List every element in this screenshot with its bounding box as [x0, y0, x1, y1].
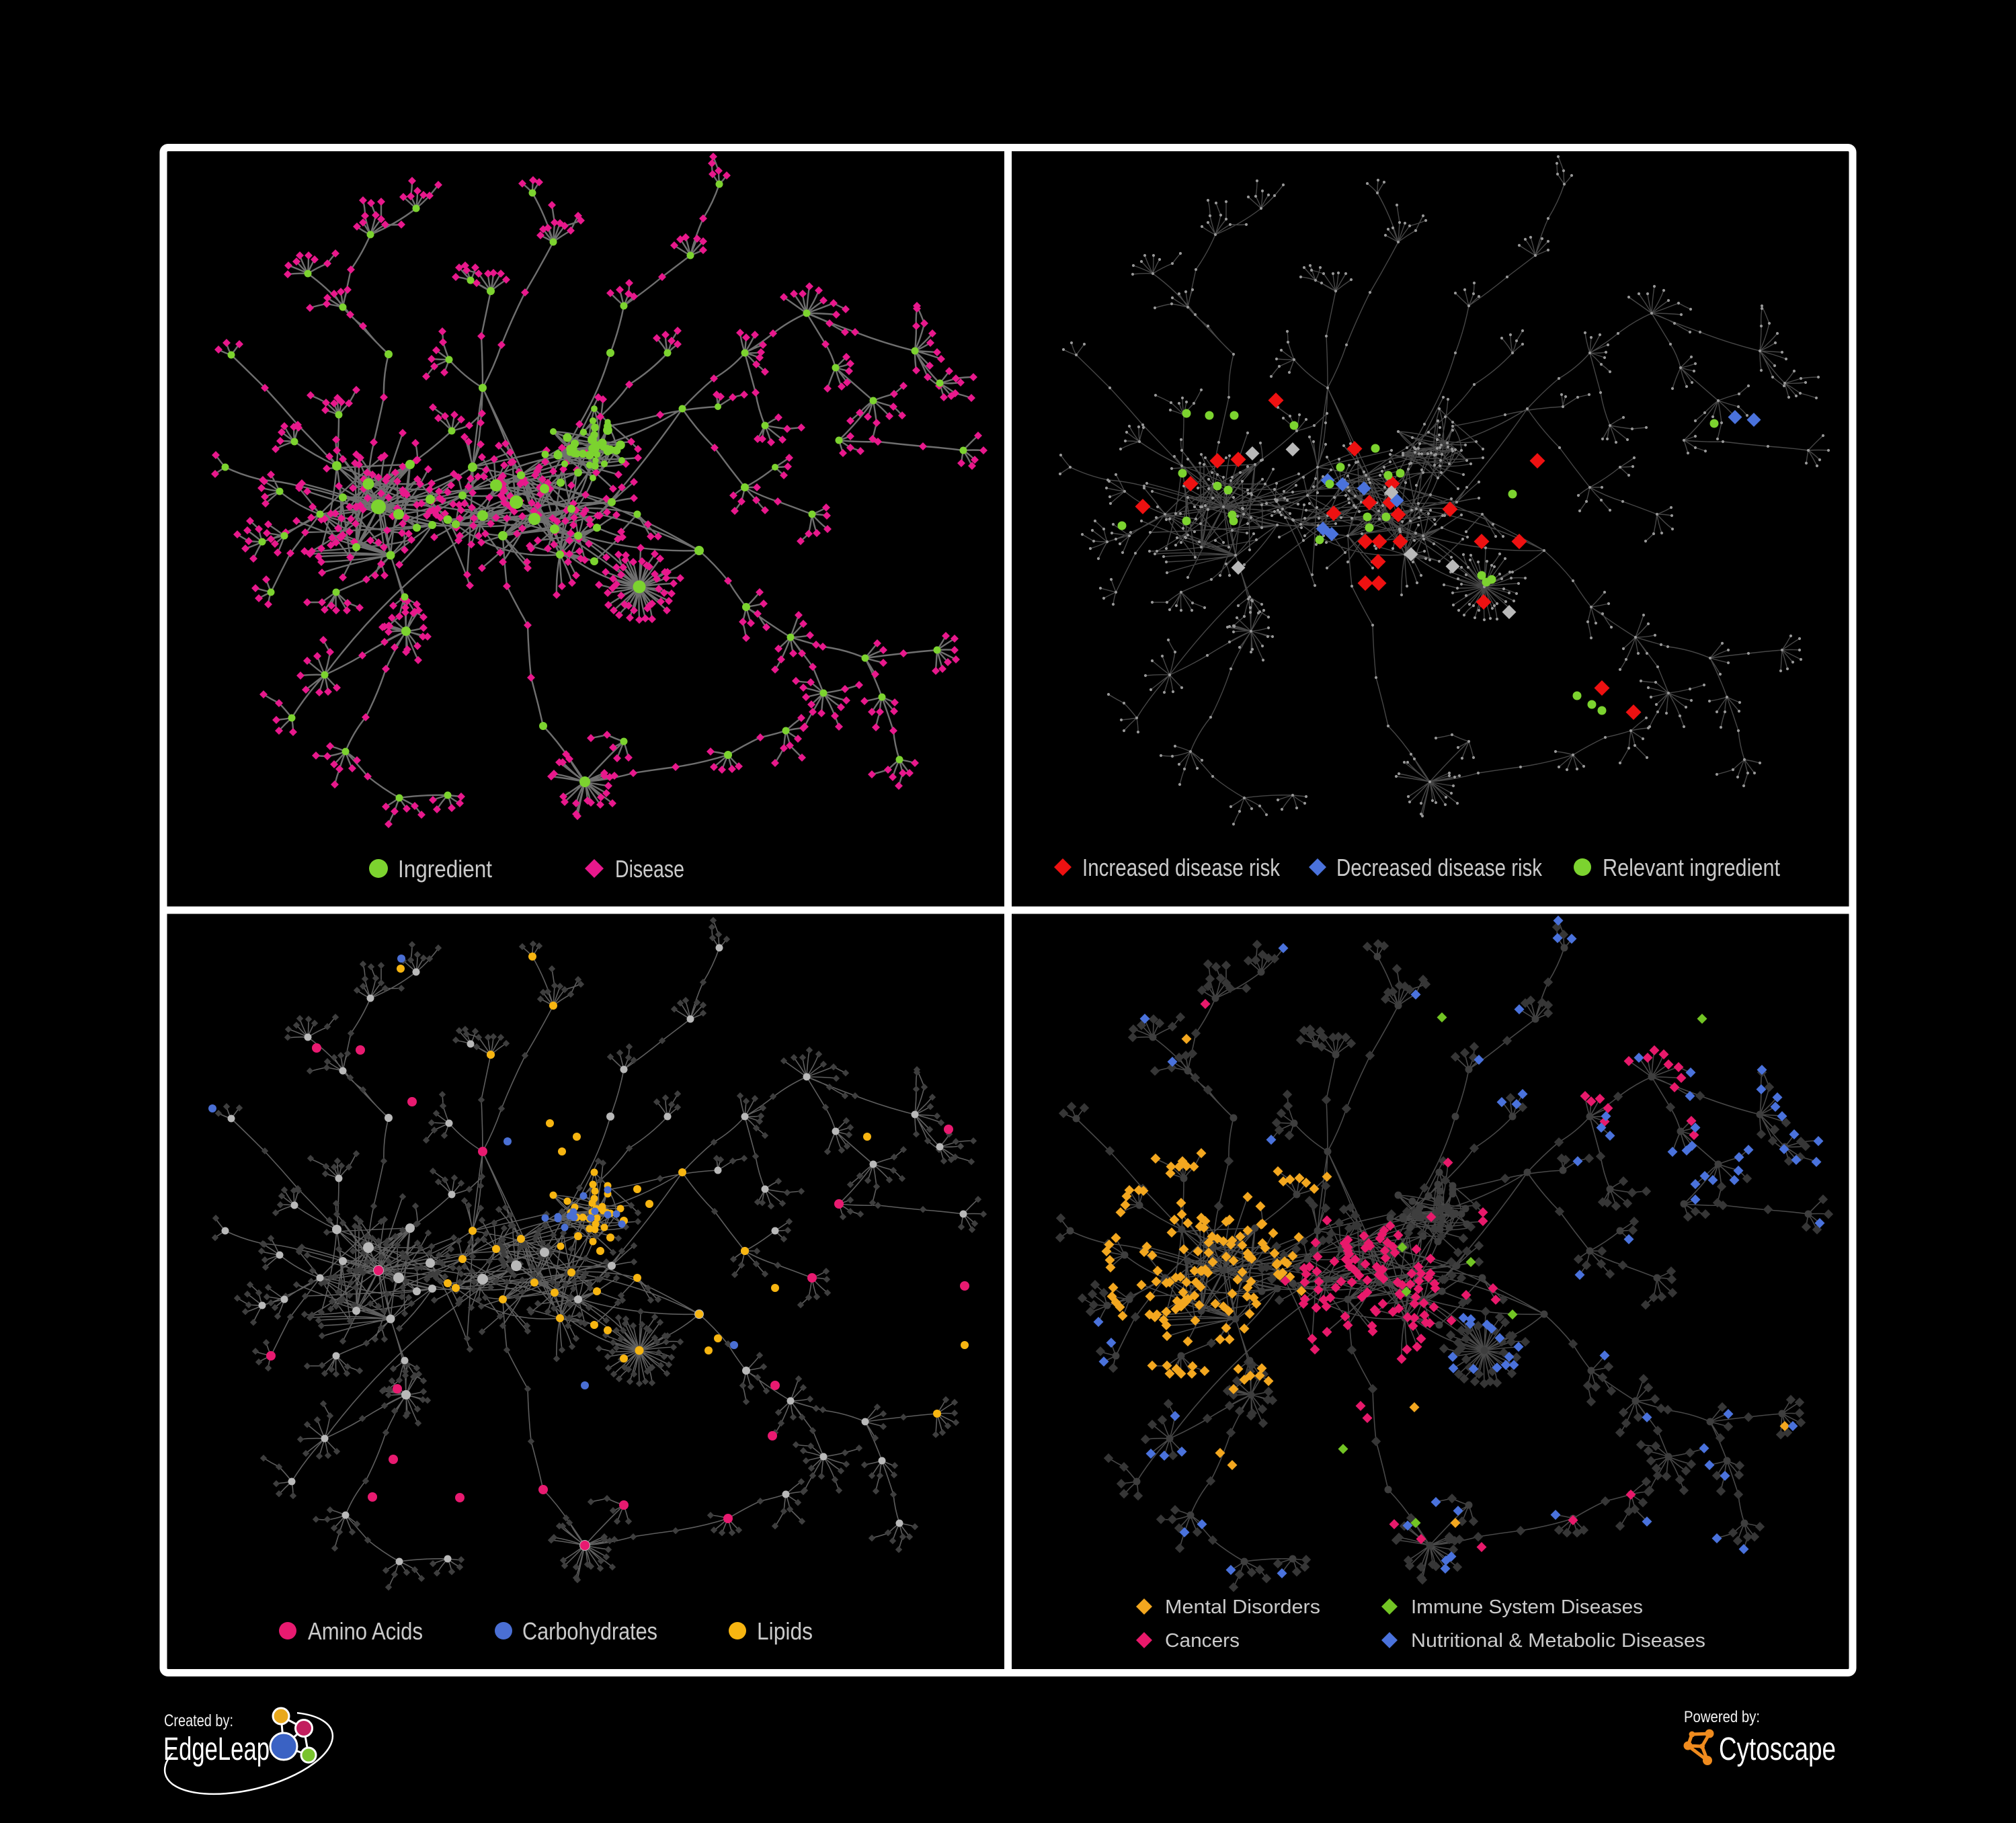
svg-text:Mental Disorders: Mental Disorders [1165, 1596, 1320, 1618]
svg-text:Powered by:: Powered by: [1684, 1708, 1760, 1726]
svg-text:Decreased disease risk: Decreased disease risk [1336, 854, 1543, 881]
svg-text:Lipids: Lipids [757, 1617, 813, 1645]
svg-text:Increased disease risk: Increased disease risk [1082, 854, 1281, 881]
svg-text:Amino Acids: Amino Acids [308, 1617, 423, 1645]
svg-text:Cytoscape: Cytoscape [1719, 1732, 1836, 1767]
svg-text:Ingredient: Ingredient [398, 855, 492, 883]
svg-text:Cancers: Cancers [1165, 1630, 1240, 1652]
svg-text:Relevant ingredient: Relevant ingredient [1603, 854, 1780, 881]
svg-text:EdgeLeap: EdgeLeap [163, 1732, 270, 1767]
svg-text:Carbohydrates: Carbohydrates [522, 1617, 657, 1645]
svg-text:Immune System Diseases: Immune System Diseases [1411, 1596, 1643, 1618]
svg-text:Nutritional & Metabolic Diseas: Nutritional & Metabolic Diseases [1411, 1630, 1705, 1652]
svg-text:Created by:: Created by: [164, 1711, 233, 1730]
svg-text:Disease: Disease [615, 855, 684, 883]
